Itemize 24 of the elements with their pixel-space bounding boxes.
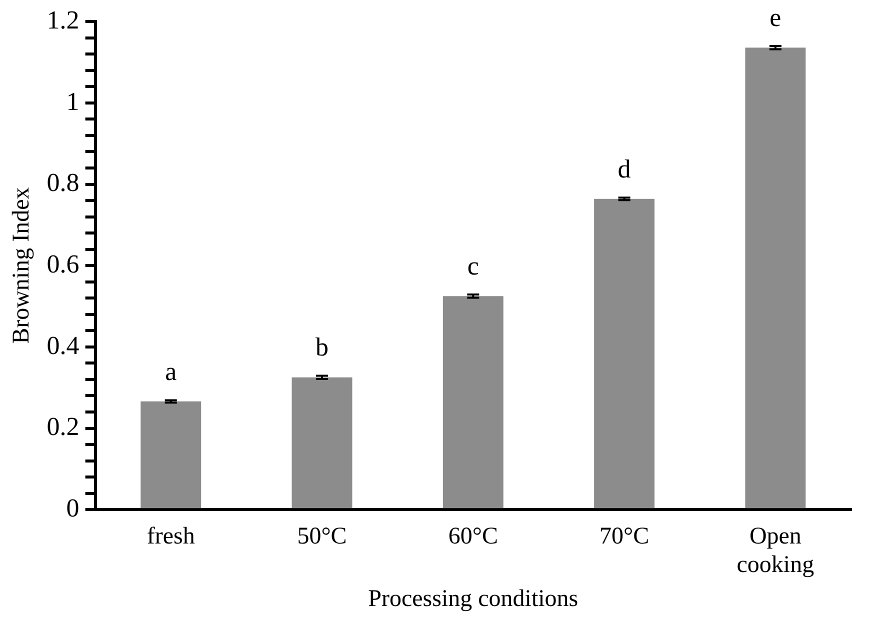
y-axis-title: Browning Index (8, 187, 35, 344)
y-tick-label: 0 (66, 493, 80, 522)
annotation: d (618, 154, 631, 184)
x-tick-label: fresh (146, 523, 195, 550)
bar (745, 48, 806, 508)
annotation: b (316, 332, 329, 362)
y-tick-label: 0.4 (46, 330, 80, 360)
x-tick-label: Open cooking (736, 523, 814, 578)
annotation: a (165, 357, 178, 386)
bar (594, 198, 655, 508)
y-tick-label: 0.6 (46, 249, 80, 278)
x-tick-label: 70°C (599, 523, 650, 550)
x-tick-label: 50°C (297, 523, 347, 550)
x-axis-title: Processing conditions (368, 586, 578, 612)
bar (292, 377, 352, 508)
bar (140, 401, 202, 508)
y-tick-label: 0.2 (46, 412, 80, 442)
bar (442, 296, 504, 508)
annotation: c (467, 251, 479, 280)
y-tick-label: 0.8 (46, 168, 80, 198)
y-tick-label: 1 (66, 86, 80, 116)
x-tick-label: 60°C (448, 523, 498, 550)
y-tick-label: 1.2 (46, 5, 80, 34)
annotation: e (770, 2, 782, 32)
